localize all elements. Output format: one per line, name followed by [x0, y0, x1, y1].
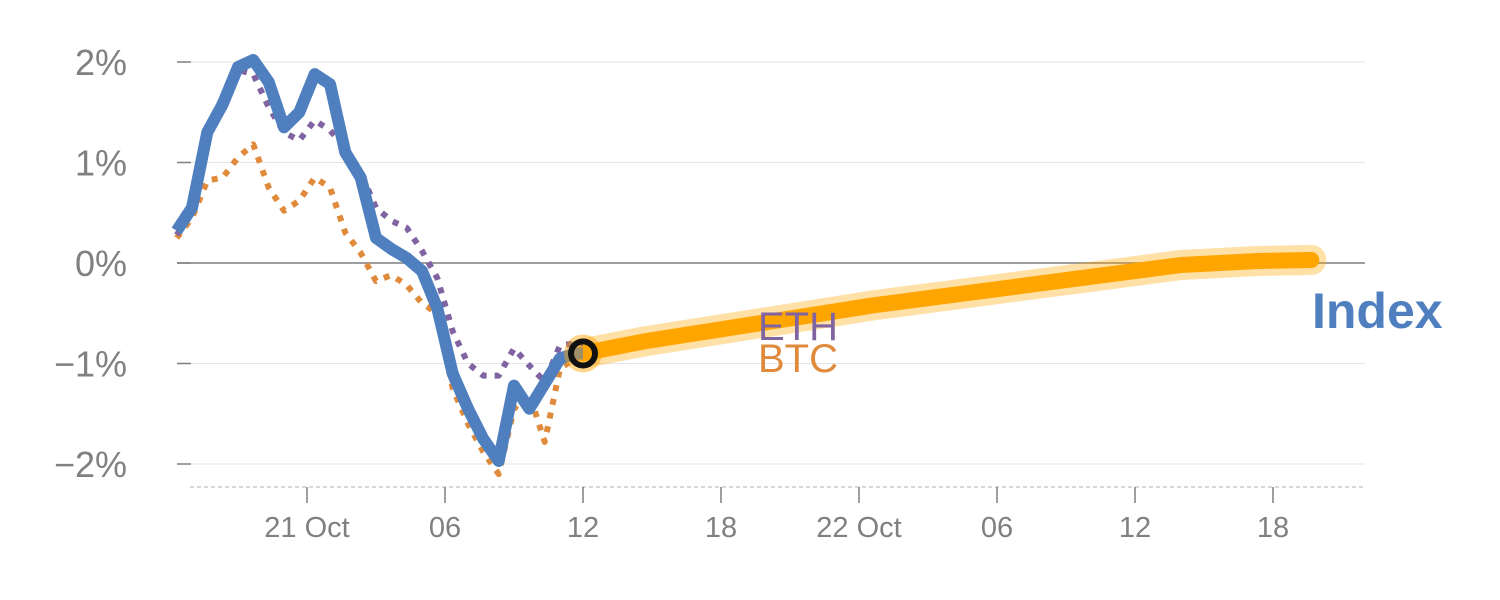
endpoint-marker — [568, 338, 598, 369]
x-tick-label: 18 — [705, 512, 737, 544]
marker-layer — [564, 334, 602, 373]
y-axis: 2% 1% 0% −1% −2% — [54, 42, 191, 485]
y-tick-label: 2% — [75, 42, 127, 83]
series-eth-line — [174, 67, 583, 385]
x-axis: 21 Oct 06 12 18 22 Oct 06 12 18 — [264, 487, 1289, 544]
y-tick-label: −2% — [54, 444, 127, 485]
y-tick-label: −1% — [54, 344, 127, 385]
series-label-index: Index — [1312, 283, 1443, 339]
y-tick-label: 1% — [75, 143, 127, 184]
series-btc-line — [174, 141, 584, 478]
series-label-btc: BTC — [758, 337, 838, 381]
x-tick-label: 22 Oct — [816, 512, 901, 544]
x-tick-label: 21 Oct — [264, 512, 349, 544]
x-tick-label: 18 — [1257, 512, 1289, 544]
gridlines — [177, 61, 1365, 465]
y-tick-label: 0% — [75, 243, 127, 284]
x-tick-label: 06 — [429, 512, 461, 544]
series-index-line — [171, 54, 583, 467]
x-tick-label: 12 — [1119, 512, 1151, 544]
x-tick-label: 12 — [567, 512, 599, 544]
series-index-projection-line — [575, 252, 1320, 362]
x-tick-label: 06 — [981, 512, 1013, 544]
series-layer — [171, 54, 1327, 478]
series-label-eth: ETH — [758, 305, 838, 349]
